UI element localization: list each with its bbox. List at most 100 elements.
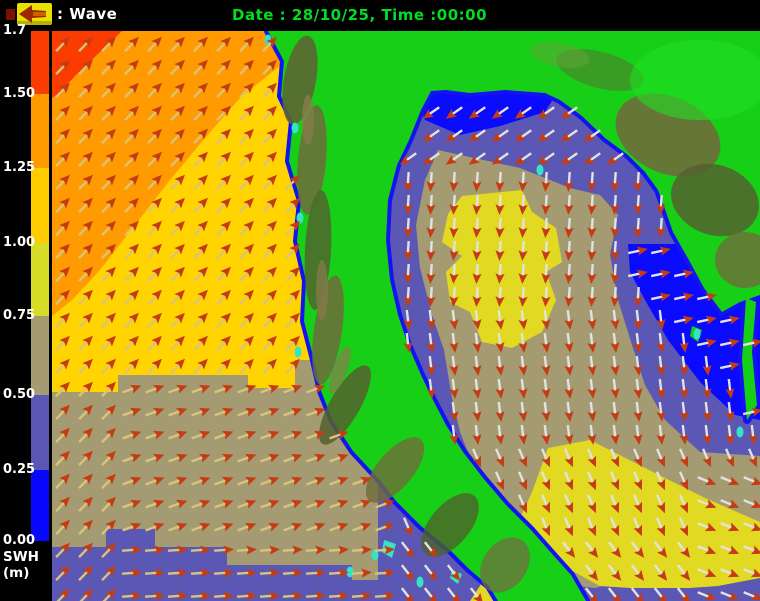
wave-arrow xyxy=(306,499,326,509)
wave-arrow xyxy=(193,358,208,375)
wave-arrow xyxy=(403,332,413,353)
wave-arrow xyxy=(78,519,93,536)
wave-arrow xyxy=(587,217,597,238)
wave-arrow xyxy=(676,541,691,558)
wave-arrow xyxy=(282,568,303,578)
wave-arrow xyxy=(168,476,188,486)
wave-arrow xyxy=(282,591,303,601)
wave-arrow xyxy=(633,286,643,307)
titlebar-separator xyxy=(0,28,760,31)
wave-arrow xyxy=(701,448,712,468)
wave-arrow xyxy=(655,494,666,514)
wave-arrow xyxy=(472,171,482,192)
wave-arrow xyxy=(719,361,740,371)
wave-arrow xyxy=(78,36,93,53)
wave-arrow xyxy=(78,427,93,444)
wave-direction-arrows xyxy=(55,36,760,601)
wave-arrow xyxy=(587,286,597,307)
wave-arrow xyxy=(375,499,395,509)
wave-arrow xyxy=(193,266,208,283)
wave-arrow xyxy=(352,499,372,509)
wave-arrow xyxy=(170,36,185,53)
wave-arrow xyxy=(586,494,597,514)
wave-arrow xyxy=(426,217,436,238)
wave-arrow xyxy=(472,194,482,215)
wave-arrow xyxy=(55,404,70,421)
wave-arrow xyxy=(720,499,740,509)
wave-arrow xyxy=(725,401,735,422)
wave-arrow xyxy=(124,358,139,375)
wave-arrow xyxy=(584,541,599,558)
wave-arrow xyxy=(564,240,574,261)
wave-arrow xyxy=(328,591,349,601)
wave-arrow xyxy=(305,591,326,601)
wave-arrow xyxy=(55,36,70,53)
wave-arrow xyxy=(101,174,116,191)
wave-arrow xyxy=(124,82,139,99)
wave-arrow xyxy=(702,424,712,445)
wave-arrow xyxy=(725,424,735,445)
wave-arrow xyxy=(216,243,231,260)
wave-arrow xyxy=(422,129,440,142)
wave-arrow xyxy=(627,269,648,279)
wave-arrow xyxy=(168,453,188,463)
wave-arrow xyxy=(78,197,93,214)
wave-arrow xyxy=(306,476,326,486)
wave-arrow xyxy=(610,240,620,261)
wave-arrow xyxy=(495,355,505,376)
wave-arrow xyxy=(101,542,116,559)
shallow-water-fleck xyxy=(371,549,379,561)
wave-arrow xyxy=(216,82,231,99)
wave-arrow xyxy=(124,220,139,237)
wave-arrow xyxy=(55,174,70,191)
wave-arrow xyxy=(145,453,165,463)
wave-arrow xyxy=(55,266,70,283)
wave-arrow xyxy=(560,106,578,119)
wave-arrow xyxy=(147,36,162,53)
wave-arrow xyxy=(468,152,486,165)
wave-arrow xyxy=(541,286,551,307)
wave-arrow xyxy=(216,358,231,375)
wave-arrow xyxy=(259,591,280,601)
colorbar-tick-label: 1.00 xyxy=(3,235,36,250)
wave-arrow xyxy=(610,401,620,422)
colorbar-unit-label: SWH (m) xyxy=(3,549,39,581)
wave-arrow xyxy=(495,378,505,399)
wave-arrow xyxy=(583,152,601,165)
wave-arrow xyxy=(632,448,643,468)
wave-arrow xyxy=(145,407,165,417)
wave-arrow xyxy=(697,476,717,486)
wave-arrow xyxy=(193,220,208,237)
wave-arrow xyxy=(518,378,528,399)
wave-arrow xyxy=(563,517,574,537)
wave-arrow xyxy=(676,587,691,601)
wave-arrow xyxy=(328,568,349,578)
wave-arrow xyxy=(237,407,257,417)
wave-arrow xyxy=(193,151,208,168)
wave-arrow xyxy=(122,430,142,440)
wave-arrow xyxy=(285,312,300,329)
wave-arrow xyxy=(564,263,574,284)
wave-arrow xyxy=(610,194,620,215)
wave-arrow xyxy=(426,355,436,376)
map-region-left-sea-red xyxy=(52,31,122,98)
wave-arrow xyxy=(122,407,142,417)
wave-arrow xyxy=(607,541,622,558)
wave-arrow xyxy=(426,378,436,399)
wave-arrow xyxy=(260,453,280,463)
wave-arrow xyxy=(262,312,277,329)
wave-arrow xyxy=(147,174,162,191)
wave-arrow xyxy=(147,220,162,237)
terrain-texture-blob xyxy=(421,493,479,557)
terrain-texture-blob xyxy=(715,232,760,288)
wave-arrow xyxy=(472,355,482,376)
wave-arrow xyxy=(655,448,666,468)
wave-arrow xyxy=(306,384,326,394)
wave-arrow xyxy=(627,246,648,256)
wave-arrow xyxy=(607,587,622,601)
wave-arrow xyxy=(78,588,93,601)
terrain-texture-blob xyxy=(329,346,351,394)
wave-arrow xyxy=(147,358,162,375)
wave-arrow xyxy=(696,315,717,325)
wave-arrow xyxy=(170,266,185,283)
